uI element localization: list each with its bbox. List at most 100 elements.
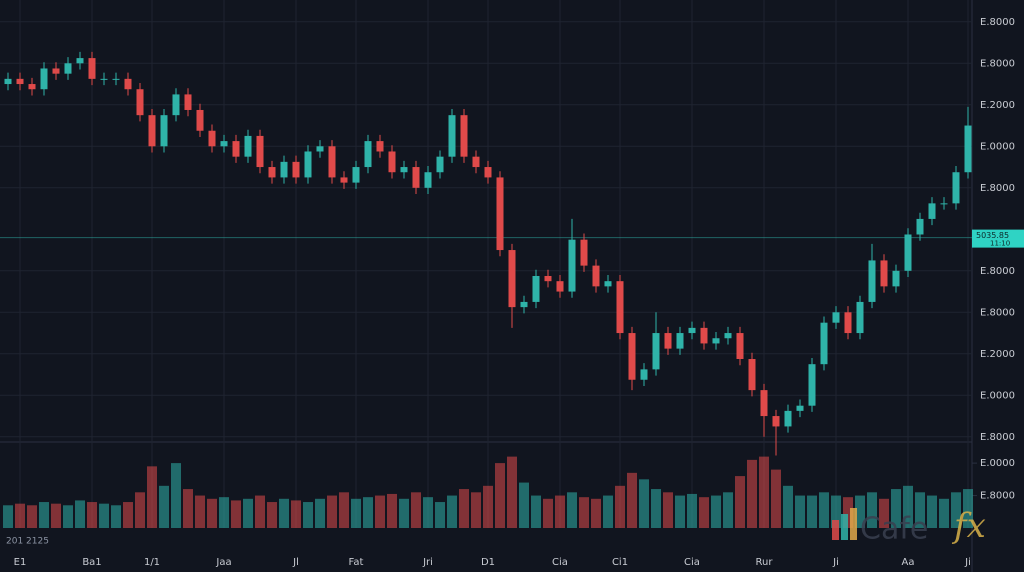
candle-body	[856, 301, 864, 334]
candle-body	[460, 115, 468, 157]
y-tick-label: E.0000	[980, 141, 1015, 152]
candle-body	[292, 161, 300, 178]
volume-bar	[267, 502, 277, 528]
current-price-label: 5035.85	[976, 231, 1009, 240]
candle-body	[556, 281, 564, 292]
volume-bar	[3, 505, 13, 528]
x-tick-label: Ji	[964, 557, 971, 568]
volume-bar	[531, 495, 541, 528]
volume-bar	[603, 495, 613, 528]
candle-body	[940, 203, 948, 205]
volume-bar	[879, 498, 889, 528]
candle-body	[772, 416, 780, 427]
candle-body	[964, 125, 972, 173]
x-tick-label: Fat	[349, 557, 364, 568]
y-tick-label: E.8000	[980, 307, 1015, 318]
candle-body	[784, 410, 792, 427]
footer-label: 201 2125	[6, 537, 49, 547]
volume-bar	[783, 485, 793, 528]
candle-body	[208, 130, 216, 147]
volume-bar	[891, 489, 901, 528]
current-price-box	[972, 229, 1024, 248]
volume-bar	[675, 495, 685, 528]
candle-body	[28, 84, 36, 90]
candle-body	[796, 405, 804, 411]
candle-body	[52, 68, 60, 74]
candle-body	[112, 78, 120, 80]
volume-bar	[39, 502, 49, 528]
x-tick-label: D1	[481, 557, 495, 568]
candle-body	[148, 115, 156, 147]
candle-body	[676, 333, 684, 349]
candle-body	[652, 333, 660, 370]
candle-body	[340, 177, 348, 183]
candle-body	[16, 78, 24, 85]
candle-body	[388, 151, 396, 173]
candle-body	[76, 58, 84, 64]
candle-body	[748, 358, 756, 391]
x-tick-label: Jaa	[215, 557, 231, 568]
volume-bar	[795, 495, 805, 528]
candle-body	[352, 167, 360, 183]
volume-bar	[507, 456, 517, 528]
volume-bar	[579, 497, 589, 528]
volume-bar	[663, 492, 673, 528]
volume-bar	[855, 495, 865, 528]
candle-body	[640, 369, 648, 380]
volume-bar	[543, 498, 553, 528]
logo-bar	[850, 508, 857, 540]
candle-body	[568, 239, 576, 292]
volume-bar	[75, 500, 85, 528]
candle-body	[832, 312, 840, 323]
volume-bar	[807, 495, 817, 528]
volume-bar	[327, 495, 337, 528]
candle-body	[64, 63, 72, 74]
volume-bar	[279, 498, 289, 528]
volume-bar	[699, 497, 709, 528]
volume-bar	[63, 505, 73, 528]
x-tick-label: Ba1	[82, 557, 101, 568]
volume-bar	[615, 485, 625, 528]
volume-bar	[483, 485, 493, 528]
candle-body	[628, 333, 636, 380]
volume-bar	[231, 500, 241, 528]
volume-bar	[495, 463, 505, 528]
volume-bar	[687, 493, 697, 528]
volume-bar	[87, 502, 97, 528]
candle-body	[220, 141, 228, 147]
candle-body	[328, 146, 336, 178]
candle-body	[760, 390, 768, 417]
volume-bar	[831, 495, 841, 528]
volume-bar	[51, 503, 61, 528]
candle-body	[232, 141, 240, 157]
candle-body	[520, 301, 528, 308]
x-tick-label: Ji	[832, 557, 839, 568]
candle-body	[364, 141, 372, 168]
volume-bar	[171, 463, 181, 528]
candle-body	[184, 94, 192, 110]
volume-bar	[183, 489, 193, 528]
y-tick-label: E.8000	[980, 183, 1015, 194]
candle-body	[820, 322, 828, 365]
volume-bar	[723, 492, 733, 528]
candle-body	[172, 94, 180, 116]
candle-body	[724, 333, 732, 339]
candle-body	[196, 109, 204, 131]
candle-body	[532, 275, 540, 302]
volume-bar	[399, 498, 409, 528]
watermark: Cafe fx	[832, 506, 986, 547]
candle-body	[592, 265, 600, 287]
volume-bar	[927, 495, 937, 528]
y-tick-label: E.2000	[980, 349, 1015, 360]
candle-body	[688, 327, 696, 334]
candle-body	[508, 250, 516, 308]
candle-body	[124, 78, 132, 90]
candle-body	[412, 167, 420, 188]
current-price-time: 11:10	[990, 240, 1010, 248]
candle-body	[244, 135, 252, 157]
volume-bar	[363, 497, 373, 528]
candle-body	[736, 333, 744, 359]
volume-bar	[843, 497, 853, 528]
candle-body	[892, 270, 900, 287]
